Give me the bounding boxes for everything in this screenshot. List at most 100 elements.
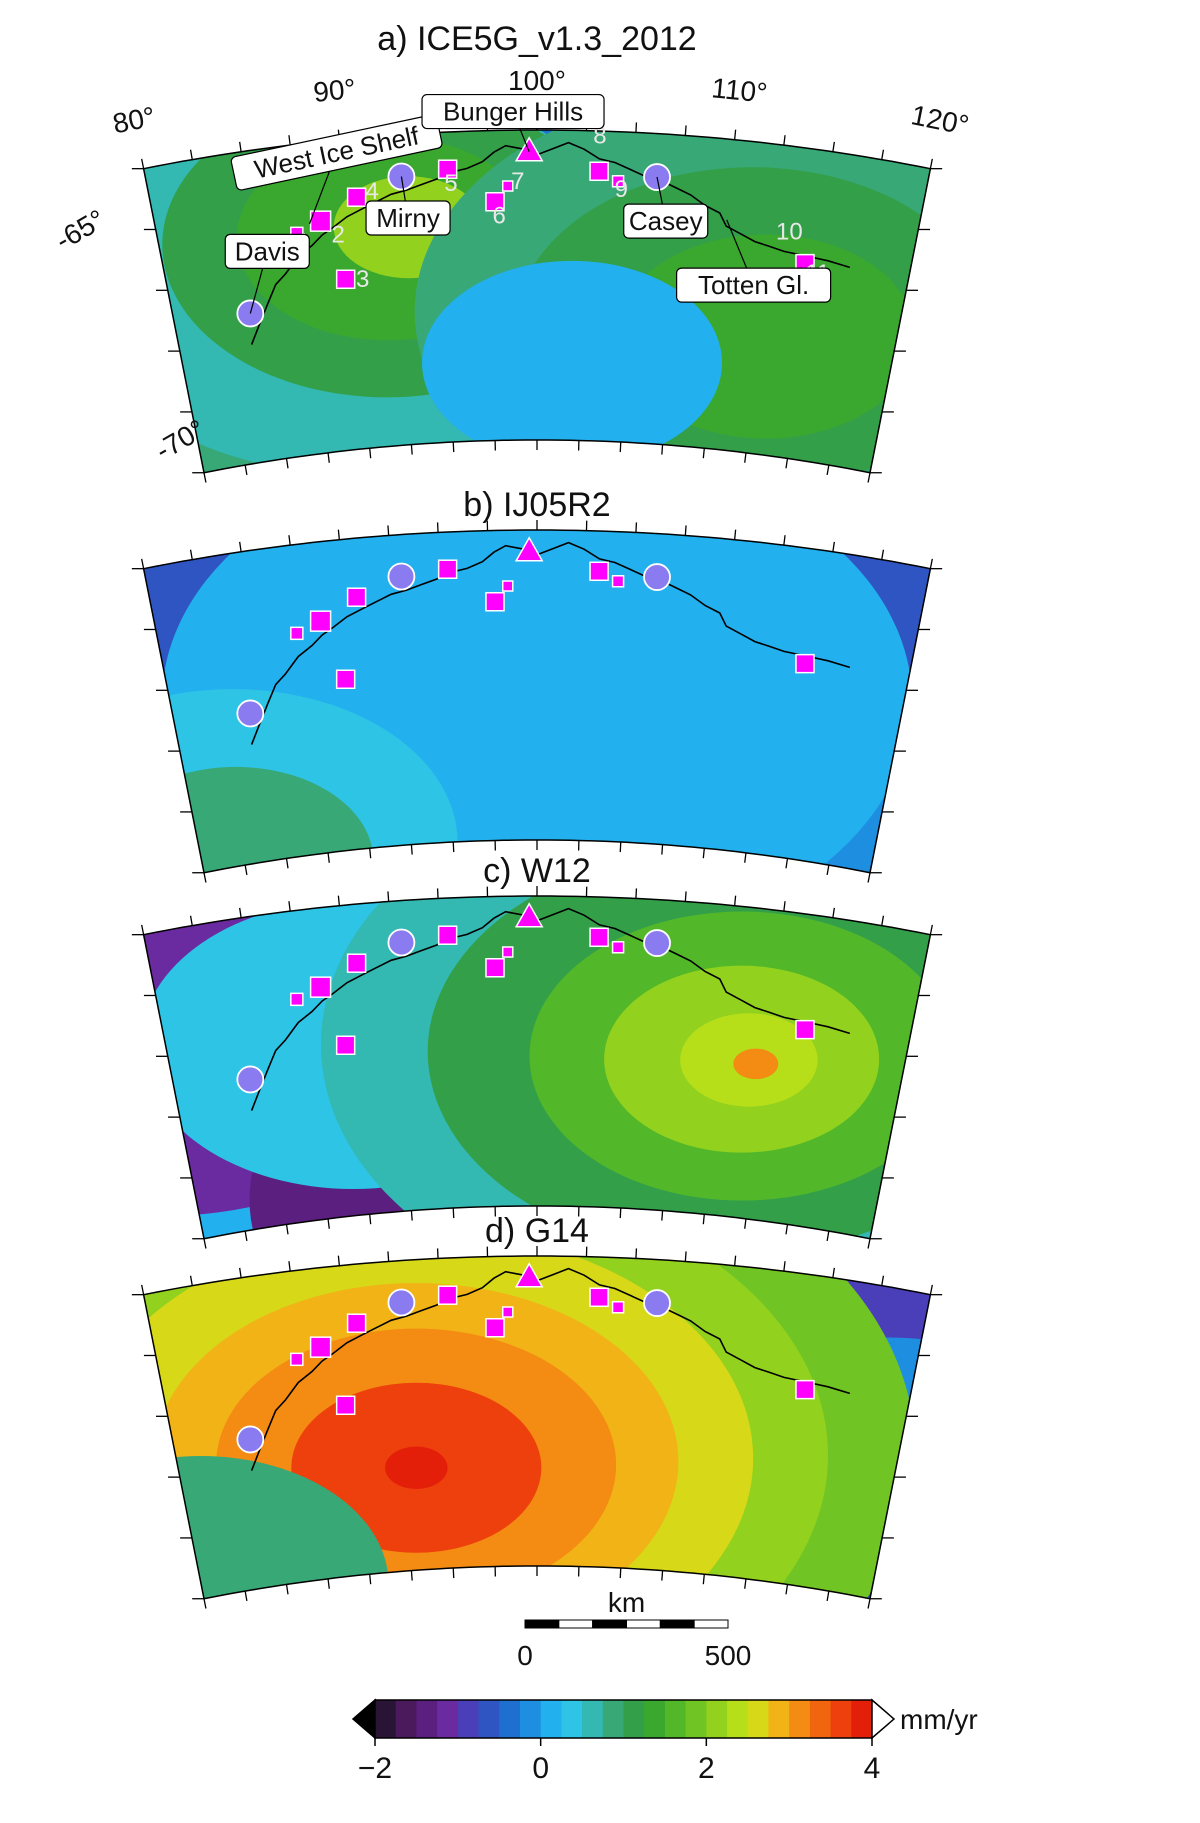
site-square — [589, 561, 609, 582]
lon-tick — [661, 444, 664, 455]
lon-tick — [288, 535, 291, 546]
colorbar-tick-label: 4 — [864, 1752, 881, 1785]
colorbar: mm/yr −2 0 2 4 — [351, 1698, 978, 1785]
lon-tick — [244, 464, 248, 476]
lon-tick — [189, 1275, 193, 1286]
site-square — [589, 161, 609, 182]
lon-tick — [141, 1284, 145, 1295]
lon-tick — [783, 1261, 786, 1272]
uplift-field — [143, 896, 931, 1239]
station-circle — [236, 699, 265, 728]
colorbar-swatch — [395, 1700, 417, 1738]
lon-tick — [867, 1238, 871, 1249]
lon-tick — [244, 864, 248, 876]
station-circle — [643, 929, 671, 957]
lon-tick — [867, 472, 871, 483]
site-square — [589, 927, 609, 948]
lon-tick — [410, 1210, 413, 1221]
station-circle — [387, 928, 416, 957]
site-square — [346, 1313, 367, 1333]
lon-tick — [141, 158, 145, 169]
scale-tick-label: 0 — [517, 1640, 533, 1671]
bunger-hills-triangle — [514, 536, 544, 562]
lon-label: 110° — [710, 72, 769, 108]
site-square — [309, 610, 332, 632]
site-number: 9 — [615, 176, 628, 203]
station-circle — [387, 562, 416, 591]
colorbar-swatch — [768, 1700, 790, 1738]
panel-title: d) G14 — [485, 1212, 589, 1250]
lon-tick — [702, 1214, 705, 1225]
lon-tick — [826, 864, 830, 876]
lon-tick — [826, 1230, 830, 1242]
lon-tick — [203, 872, 207, 883]
contour-band — [733, 1048, 779, 1080]
map-frame — [142, 1255, 932, 1600]
lon-tick — [203, 1238, 207, 1249]
colorbar-swatch — [830, 1700, 852, 1738]
lon-tick — [684, 1251, 687, 1262]
colorbar-swatch — [727, 1700, 749, 1738]
scale-segment — [558, 1619, 594, 1629]
lon-tick — [203, 472, 207, 483]
colorbar-swatch — [540, 1700, 562, 1738]
lon-tick — [327, 1578, 330, 1589]
lon-tick — [684, 891, 687, 902]
contour-band — [422, 260, 723, 465]
lon-tick — [327, 852, 330, 863]
lon-tick — [288, 135, 291, 146]
place-label-5: Casey — [623, 203, 709, 239]
lon-tick — [929, 1284, 933, 1295]
site-square — [611, 175, 625, 188]
lon-label: 120° — [909, 99, 972, 141]
map-panel-2: b) IJ05R2 — [131, 486, 943, 883]
lon-tick — [369, 1214, 372, 1225]
lon-tick — [189, 915, 193, 926]
lon-tick — [369, 448, 372, 459]
lon-tick — [239, 141, 242, 152]
lon-tick — [733, 529, 737, 540]
colorbar-swatch — [623, 1700, 645, 1738]
site-square — [485, 592, 505, 612]
site-number: 5 — [444, 170, 457, 197]
lon-tick — [929, 158, 933, 169]
lon-tick — [369, 848, 372, 859]
lon-tick — [826, 464, 830, 476]
lon-tick — [702, 1574, 705, 1585]
site-number: 10 — [776, 219, 803, 246]
lon-tick — [684, 125, 687, 136]
map-frame — [142, 529, 932, 874]
station-circle — [643, 563, 671, 591]
site-square — [335, 269, 356, 290]
colorbar-swatch — [602, 1700, 624, 1738]
site-square — [437, 159, 458, 179]
lon-tick — [702, 448, 705, 459]
lon-tick — [881, 1275, 885, 1286]
colorbar-swatch — [478, 1700, 500, 1738]
coastline — [250, 1267, 851, 1471]
svg-text:Mirny: Mirny — [376, 203, 440, 233]
lon-tick — [881, 915, 885, 926]
lon-tick — [337, 529, 341, 540]
lon-tick — [826, 1590, 830, 1602]
colorbar-underflow — [351, 1698, 376, 1740]
lon-tick — [733, 895, 737, 906]
site-square — [290, 1352, 304, 1367]
site-square — [485, 958, 505, 978]
colorbar-swatch — [851, 1700, 873, 1738]
colorbar-swatch — [561, 1700, 583, 1738]
lon-tick — [744, 452, 747, 463]
lon-tick — [783, 135, 786, 146]
colorbar-swatch — [582, 1700, 604, 1738]
colorbar-swatch — [437, 1700, 459, 1738]
scale-segment — [592, 1619, 628, 1629]
lon-tick — [285, 1584, 289, 1595]
lon-tick — [744, 1218, 747, 1229]
colorbar-swatch — [809, 1700, 832, 1738]
lon-tick — [867, 872, 871, 883]
scale-segment — [659, 1619, 695, 1629]
uplift-field — [143, 1256, 931, 1599]
lon-tick — [661, 1210, 664, 1221]
lon-tick — [337, 895, 341, 906]
colorbar-swatch — [747, 1700, 769, 1738]
